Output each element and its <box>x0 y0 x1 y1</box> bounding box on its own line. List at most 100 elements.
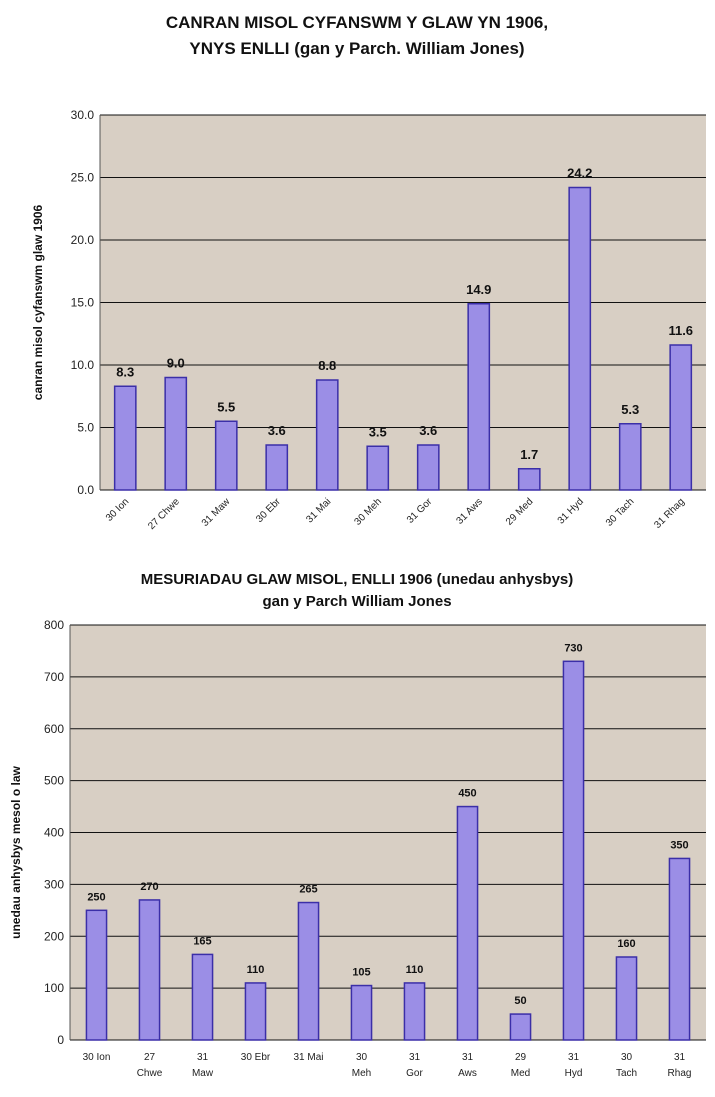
data-label: 160 <box>617 938 635 950</box>
x-tick-label: 31 <box>674 1052 686 1063</box>
x-tick-label: 30 Meh <box>353 496 384 527</box>
bar <box>615 956 638 1041</box>
data-label: 5.5 <box>217 399 235 414</box>
x-tick-label: Maw <box>192 1068 214 1079</box>
bar <box>265 444 289 491</box>
data-label: 270 <box>140 881 158 893</box>
x-tick-label: 31 Rhag <box>652 496 687 531</box>
data-label: 110 <box>247 964 265 976</box>
bar <box>315 379 339 491</box>
bar <box>416 444 440 491</box>
x-tick-label: Rhag <box>668 1068 692 1079</box>
y-tick-label: 500 <box>44 774 64 788</box>
data-label: 105 <box>352 967 370 979</box>
y-tick-label: 0.0 <box>77 483 94 497</box>
chart-title-line: MESURIADAU GLAW MISOL, ENLLI 1906 (uneda… <box>141 571 574 588</box>
x-tick-label: 30 Ion <box>83 1052 111 1063</box>
x-tick-label: Med <box>511 1068 530 1079</box>
chart-monthly-percent: CANRAN MISOL CYFANSWM Y GLAW YN 1906, YNY… <box>31 13 706 532</box>
bar <box>350 984 373 1041</box>
bar <box>668 857 691 1041</box>
x-tick-label: 31 Mai <box>293 1052 323 1063</box>
x-tick-label: Aws <box>458 1068 477 1079</box>
x-tick-label: 31 <box>462 1052 474 1063</box>
x-tick-label: 31 <box>568 1052 580 1063</box>
x-tick-label: Chwe <box>137 1068 163 1079</box>
y-axis-label: unedau anhysbys mesol o law <box>9 765 23 938</box>
bar <box>467 303 491 491</box>
y-tick-label: 800 <box>44 618 64 632</box>
x-tick-label: 30 Ebr <box>241 1052 271 1063</box>
bar <box>297 901 320 1041</box>
y-tick-label: 20.0 <box>71 233 95 247</box>
data-label: 24.2 <box>567 166 592 181</box>
bar <box>164 376 188 491</box>
x-tick-label: 31 <box>197 1052 209 1063</box>
x-tick-label: 31 <box>409 1052 421 1063</box>
chart-title-line: gan y Parch William Jones <box>262 593 451 610</box>
x-tick-label: 31 Gor <box>405 496 435 526</box>
x-tick-label: 30 <box>356 1052 368 1063</box>
y-axis-label: canran misol cyfanswm glaw 1906 <box>31 204 45 400</box>
x-tick-label: Gor <box>406 1068 423 1079</box>
data-label: 8.8 <box>318 358 336 373</box>
x-tick-label: 27 <box>144 1052 156 1063</box>
chart-title-line: YNYS ENLLI (gan y Parch. William Jones) <box>189 39 524 58</box>
x-tick-label: 29 Med <box>504 496 535 527</box>
x-tick-label: 30 <box>621 1052 633 1063</box>
bar <box>403 982 426 1041</box>
data-label: 165 <box>193 935 211 947</box>
x-tick-label: Tach <box>616 1068 637 1079</box>
bar <box>113 385 137 491</box>
y-tick-label: 30.0 <box>71 108 95 122</box>
y-tick-label: 600 <box>44 722 64 736</box>
bar <box>562 660 585 1041</box>
data-label: 8.3 <box>116 364 134 379</box>
y-tick-label: 700 <box>44 670 64 684</box>
bar <box>517 468 541 491</box>
x-tick-label: 31 Mai <box>304 496 333 525</box>
y-tick-label: 5.0 <box>77 421 94 435</box>
bar <box>191 953 214 1041</box>
data-label: 5.3 <box>621 402 639 417</box>
y-tick-label: 10.0 <box>71 358 95 372</box>
data-label: 3.6 <box>419 423 437 438</box>
x-tick-label: Hyd <box>565 1068 583 1079</box>
chart-monthly-measurements: MESURIADAU GLAW MISOL, ENLLI 1906 (uneda… <box>9 571 706 1079</box>
x-tick-label: 31 Maw <box>200 496 233 529</box>
data-label: 350 <box>670 839 688 851</box>
bar <box>456 805 479 1041</box>
chart-title-line: CANRAN MISOL CYFANSWM Y GLAW YN 1906, <box>166 13 548 32</box>
data-label: 14.9 <box>466 282 491 297</box>
y-tick-label: 25.0 <box>71 171 95 185</box>
y-tick-label: 15.0 <box>71 296 95 310</box>
data-label: 3.5 <box>369 424 387 439</box>
bar <box>669 344 693 491</box>
bar <box>509 1013 532 1041</box>
bar <box>244 982 267 1041</box>
data-label: 9.0 <box>167 356 185 371</box>
data-label: 730 <box>564 642 582 654</box>
bar <box>85 909 108 1041</box>
data-label: 1.7 <box>520 447 538 462</box>
bar <box>366 445 390 491</box>
y-tick-label: 300 <box>44 877 64 891</box>
data-label: 11.6 <box>668 323 693 338</box>
data-label: 50 <box>514 995 526 1007</box>
x-tick-label: 27 Chwe <box>146 496 182 532</box>
bar <box>568 186 592 491</box>
data-label: 450 <box>458 788 476 800</box>
y-tick-label: 200 <box>44 929 64 943</box>
x-tick-label: 29 <box>515 1052 527 1063</box>
x-tick-label: Meh <box>352 1068 371 1079</box>
y-tick-label: 400 <box>44 826 64 840</box>
data-label: 250 <box>87 891 105 903</box>
data-label: 110 <box>406 964 424 976</box>
y-tick-label: 0 <box>57 1033 64 1047</box>
x-tick-label: 30 Ebr <box>254 496 283 525</box>
x-tick-label: 31 Hyd <box>556 496 586 526</box>
x-tick-label: 30 Tach <box>604 496 636 528</box>
data-label: 3.6 <box>268 423 286 438</box>
bar <box>618 423 642 491</box>
